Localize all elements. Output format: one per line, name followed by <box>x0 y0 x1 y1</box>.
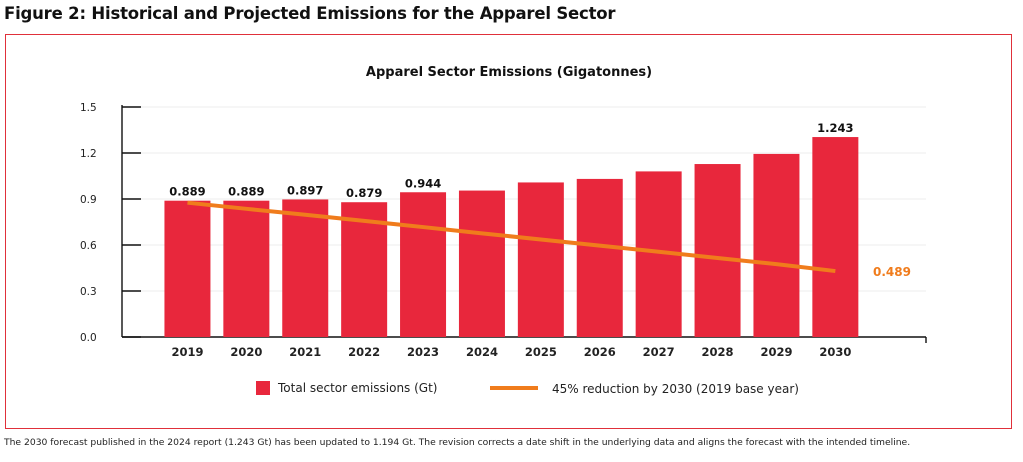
bar-data-label: 1.243 <box>817 121 853 135</box>
reduction-line-group <box>187 200 836 274</box>
bar-data-label: 0.879 <box>346 186 382 200</box>
y-tick-label: 1.2 <box>80 148 97 160</box>
bar <box>812 137 859 337</box>
reduction-line <box>187 200 836 274</box>
y-tick-label: 0.0 <box>80 332 97 344</box>
line-end-label: 0.489 <box>873 265 911 279</box>
x-tick-label: 2019 <box>171 345 203 359</box>
legend-label-bars: Total sector emissions (Gt) <box>277 381 438 395</box>
y-tick-label: 1.5 <box>80 102 97 114</box>
chart-frame: Apparel Sector Emissions (Gigatonnes) 0.… <box>5 34 1012 429</box>
bar-data-label: 0.897 <box>287 183 323 197</box>
x-tick-label: 2023 <box>407 345 439 359</box>
bar <box>753 153 800 337</box>
footnote: The 2030 forecast published in the 2024 … <box>4 437 911 448</box>
bar-data-label: 0.889 <box>169 185 205 199</box>
emissions-chart: Apparel Sector Emissions (Gigatonnes) 0.… <box>80 65 927 396</box>
x-tick-label: 2029 <box>760 345 792 359</box>
bar <box>223 200 270 337</box>
x-tick-label: 2027 <box>643 345 675 359</box>
x-tick-label: 2030 <box>819 345 851 359</box>
bar <box>458 190 505 337</box>
legend-label-line: 45% reduction by 2030 (2019 base year) <box>552 382 799 396</box>
x-tick-label: 2028 <box>702 345 734 359</box>
bar-data-label: 0.889 <box>228 185 264 199</box>
legend: Total sector emissions (Gt) 45% reduction… <box>256 381 799 396</box>
bar <box>341 202 388 337</box>
x-tick-label: 2025 <box>525 345 557 359</box>
x-tick-label: 2026 <box>584 345 616 359</box>
legend-swatch-bars <box>256 381 270 395</box>
bar <box>282 199 329 337</box>
bar-data-label: 0.944 <box>405 176 441 190</box>
figure-title: Figure 2: Historical and Projected Emiss… <box>4 4 616 23</box>
bar <box>576 178 623 337</box>
bar <box>164 200 211 337</box>
y-tick-label: 0.9 <box>80 194 97 206</box>
chart-title: Apparel Sector Emissions (Gigatonnes) <box>366 65 652 80</box>
x-tick-label: 2020 <box>230 345 262 359</box>
x-tick-label: 2024 <box>466 345 498 359</box>
y-tick-label: 0.6 <box>80 240 97 252</box>
labels: 0.0 0.3 0.6 0.9 1.2 1.5 2019 0.889 2020 0.889 2021… <box>80 102 911 359</box>
bars <box>164 137 859 337</box>
x-tick-label: 2022 <box>348 345 380 359</box>
x-tick-label: 2021 <box>289 345 321 359</box>
bar <box>694 164 741 337</box>
bar <box>517 182 564 337</box>
bar <box>400 192 447 337</box>
y-tick-label: 0.3 <box>80 286 97 298</box>
